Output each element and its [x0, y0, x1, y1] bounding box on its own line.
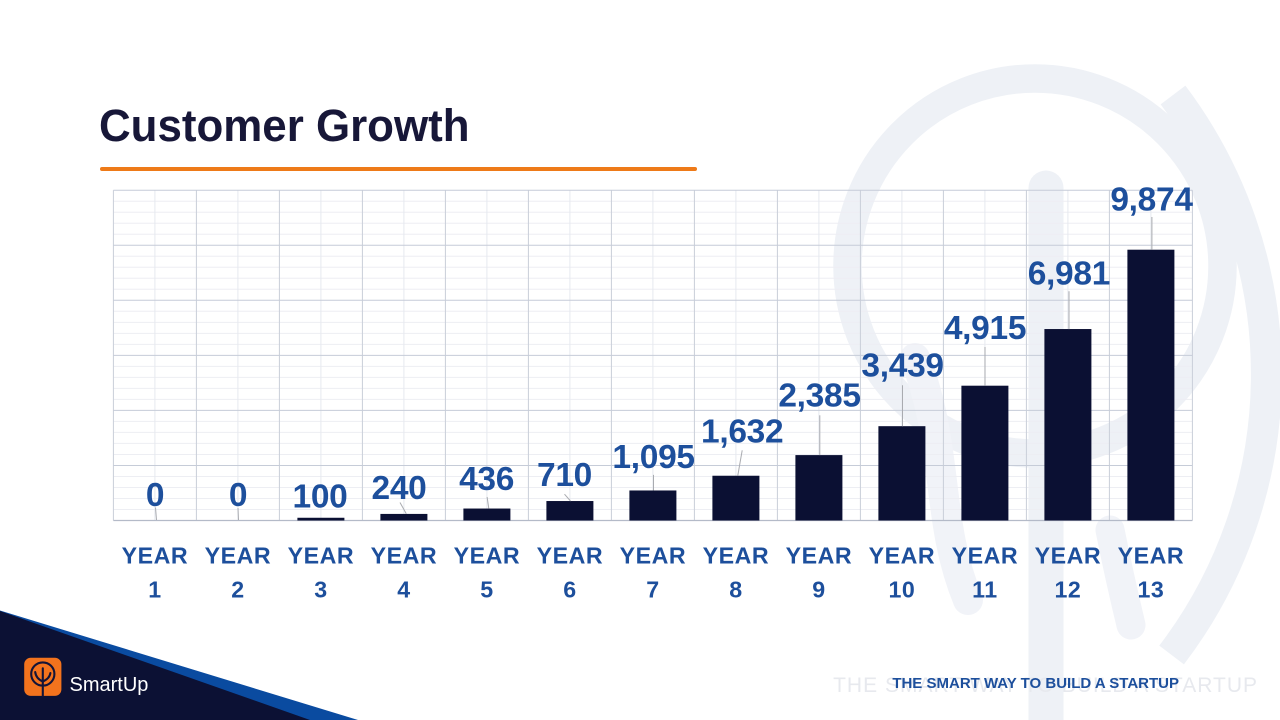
svg-text:7: 7: [646, 576, 659, 602]
svg-text:0: 0: [229, 477, 247, 514]
svg-text:11: 11: [972, 576, 998, 602]
svg-text:YEAR: YEAR: [537, 543, 603, 569]
svg-text:YEAR: YEAR: [122, 543, 188, 569]
svg-text:YEAR: YEAR: [1035, 543, 1101, 569]
svg-text:YEAR: YEAR: [205, 543, 271, 569]
svg-text:9,874: 9,874: [1110, 182, 1193, 219]
svg-text:5: 5: [480, 576, 493, 602]
svg-text:YEAR: YEAR: [1118, 543, 1184, 569]
svg-text:6: 6: [563, 576, 576, 602]
svg-text:9: 9: [812, 576, 825, 602]
svg-text:10: 10: [889, 576, 916, 602]
svg-text:1: 1: [148, 576, 161, 602]
svg-text:1,632: 1,632: [701, 414, 783, 451]
svg-text:100: 100: [293, 479, 348, 516]
svg-text:YEAR: YEAR: [703, 543, 769, 569]
svg-text:YEAR: YEAR: [371, 543, 437, 569]
svg-text:YEAR: YEAR: [454, 543, 520, 569]
svg-text:SmartUp: SmartUp: [70, 674, 149, 696]
svg-text:1,095: 1,095: [612, 439, 694, 476]
svg-text:436: 436: [459, 461, 514, 498]
svg-text:13: 13: [1138, 576, 1165, 602]
svg-text:4: 4: [397, 576, 410, 602]
svg-text:YEAR: YEAR: [620, 543, 686, 569]
svg-text:YEAR: YEAR: [288, 543, 354, 569]
svg-text:710: 710: [537, 457, 592, 494]
svg-text:4,915: 4,915: [944, 310, 1026, 347]
svg-text:3: 3: [314, 576, 327, 602]
svg-text:2: 2: [231, 576, 244, 602]
svg-text:YEAR: YEAR: [786, 543, 852, 569]
svg-text:2,385: 2,385: [778, 377, 860, 414]
svg-text:6,981: 6,981: [1028, 255, 1110, 292]
svg-text:12: 12: [1055, 576, 1082, 602]
svg-text:0: 0: [146, 477, 164, 514]
svg-text:YEAR: YEAR: [952, 543, 1018, 569]
svg-text:3,439: 3,439: [861, 348, 943, 385]
svg-text:240: 240: [372, 470, 427, 507]
svg-text:8: 8: [729, 576, 742, 602]
svg-text:YEAR: YEAR: [869, 543, 935, 569]
